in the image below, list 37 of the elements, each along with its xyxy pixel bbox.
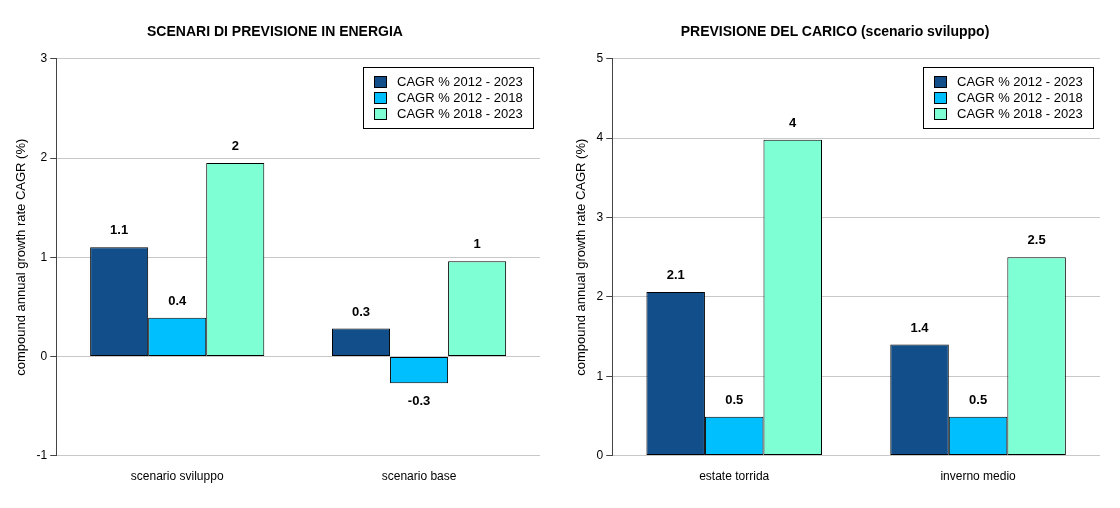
chart-title: PREVISIONE DEL CARICO (scenario sviluppo) bbox=[680, 23, 990, 40]
data-label: 4 bbox=[789, 114, 798, 130]
x-tick-label: inverno medio bbox=[940, 469, 1017, 484]
data-label: 2.1 bbox=[666, 267, 685, 283]
legend-label: CAGR % 2012 - 2018 bbox=[397, 89, 523, 106]
x-tick-label: estate torrida bbox=[699, 469, 770, 484]
y-tick-label: 1 bbox=[40, 249, 48, 264]
y-tick-label: 5 bbox=[596, 51, 604, 66]
y-axis-title: compound annual growth rate CAGR (%) bbox=[13, 138, 29, 376]
chart-title: SCENARI DI PREVISIONE IN ENERGIA bbox=[147, 23, 403, 40]
data-label: 0.5 bbox=[725, 391, 744, 407]
y-tick-label: 4 bbox=[596, 130, 604, 145]
legend-label: CAGR % 2018 - 2023 bbox=[397, 105, 523, 122]
y-tick-label: 2 bbox=[40, 150, 48, 165]
data-label: 2 bbox=[231, 138, 239, 154]
data-label: -0.3 bbox=[407, 393, 431, 409]
data-label: 0.5 bbox=[969, 391, 988, 407]
y-tick-label: 0 bbox=[596, 447, 604, 462]
y-tick-label: 0 bbox=[40, 348, 48, 363]
legend-label: CAGR % 2012 - 2023 bbox=[397, 73, 523, 90]
data-label: 1.4 bbox=[910, 319, 930, 335]
x-tick-label: scenario base bbox=[381, 469, 457, 484]
data-label: 2.5 bbox=[1027, 232, 1046, 248]
legend-label: CAGR % 2018 - 2023 bbox=[957, 105, 1083, 122]
x-tick-label: scenario sviluppo bbox=[130, 469, 224, 484]
y-axis-title: compound annual growth rate CAGR (%) bbox=[573, 138, 589, 376]
y-tick-label: 1 bbox=[596, 368, 604, 383]
data-label: 0.3 bbox=[351, 303, 371, 319]
y-tick-label: -1 bbox=[36, 447, 48, 462]
y-tick-label: 2 bbox=[596, 289, 604, 304]
legend-label: CAGR % 2012 - 2023 bbox=[957, 73, 1083, 90]
y-tick-label: 3 bbox=[596, 209, 604, 224]
data-label: 1 bbox=[473, 236, 481, 252]
y-tick-label: 3 bbox=[40, 51, 48, 66]
data-label: 0.4 bbox=[168, 292, 188, 308]
legend-label: CAGR % 2012 - 2018 bbox=[957, 89, 1083, 106]
data-label: 1.1 bbox=[110, 222, 129, 238]
